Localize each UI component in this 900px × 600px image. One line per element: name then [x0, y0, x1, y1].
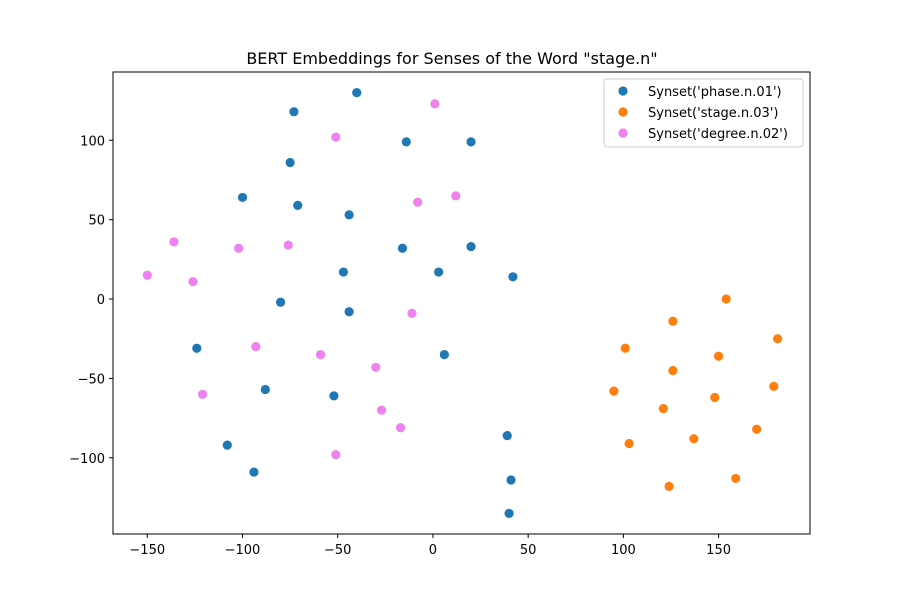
y-tick-label-3: 50 — [88, 214, 105, 229]
point-series-2-4 — [169, 237, 179, 247]
point-series-1-3 — [620, 343, 630, 353]
point-series-2-7 — [142, 270, 152, 280]
point-series-0-11 — [434, 267, 444, 277]
legend-label-2: Synset('degree.n.02') — [648, 127, 788, 142]
point-series-2-3 — [413, 197, 423, 207]
point-series-2-9 — [407, 308, 417, 318]
point-series-0-0 — [352, 88, 362, 98]
legend-marker-2 — [618, 128, 628, 138]
point-series-0-3 — [466, 137, 476, 147]
point-series-0-8 — [397, 243, 408, 253]
point-series-1-13 — [731, 473, 741, 484]
point-series-1-0 — [721, 294, 731, 304]
point-series-2-2 — [451, 191, 461, 201]
point-series-0-21 — [249, 467, 259, 477]
point-series-2-8 — [188, 276, 198, 287]
point-series-0-10 — [338, 267, 349, 277]
point-series-1-1 — [668, 316, 678, 326]
legend: Synset('phase.n.01') Synset('stage.n.03')… — [603, 78, 804, 148]
point-series-2-12 — [371, 362, 381, 372]
point-series-0-19 — [502, 430, 512, 441]
x-tick-label-5: 100 — [611, 543, 636, 558]
point-series-0-15 — [192, 343, 202, 353]
x-tick-label-6: 150 — [706, 543, 731, 558]
x-tick-label-1: −100 — [225, 543, 261, 558]
point-series-0-5 — [237, 192, 248, 203]
y-tick-label-0: −100 — [69, 452, 105, 467]
point-series-2-15 — [395, 423, 406, 433]
legend-box — [603, 78, 804, 148]
point-series-0-16 — [439, 349, 449, 360]
point-series-1-10 — [752, 424, 762, 434]
axis-ticks: −150 −100 −50 0 50 100 150 −100 −50 0 50 100 — [69, 134, 731, 558]
legend-marker-0 — [618, 86, 628, 96]
plot-frame — [112, 71, 811, 535]
point-series-1-6 — [769, 381, 779, 391]
x-tick-label-2: −50 — [324, 543, 351, 558]
point-series-2-16 — [331, 450, 341, 460]
point-series-1-7 — [609, 386, 619, 396]
x-tick-label-4: 50 — [520, 543, 537, 558]
point-series-0-6 — [293, 200, 303, 210]
point-series-2-1 — [331, 132, 341, 142]
point-series-0-17 — [260, 384, 270, 395]
legend-label-0: Synset('phase.n.01') — [648, 85, 782, 100]
point-series-1-4 — [713, 351, 724, 361]
point-series-2-14 — [376, 405, 387, 415]
point-series-1-2 — [773, 334, 783, 344]
point-series-2-0 — [430, 99, 440, 109]
point-series-0-20 — [222, 440, 232, 450]
point-series-0-18 — [329, 391, 339, 401]
point-series-2-13 — [197, 389, 208, 399]
point-series-1-8 — [710, 392, 720, 403]
chart-title: BERT Embeddings for Senses of the Word "… — [246, 49, 657, 68]
point-series-0-4 — [285, 157, 295, 168]
y-tick-label-2: 0 — [97, 293, 105, 308]
point-series-1-12 — [624, 438, 634, 449]
points-layer — [142, 88, 783, 518]
point-series-2-10 — [251, 342, 261, 352]
point-series-2-5 — [234, 243, 244, 253]
x-tick-label-0: −150 — [129, 543, 165, 558]
legend-label-1: Synset('stage.n.03') — [648, 106, 778, 121]
point-series-0-9 — [466, 242, 476, 252]
y-tick-label-1: −50 — [78, 372, 105, 387]
point-series-0-2 — [401, 137, 411, 147]
point-series-1-5 — [668, 365, 678, 376]
point-series-1-9 — [658, 403, 668, 414]
point-series-2-11 — [315, 349, 326, 360]
point-series-1-14 — [664, 481, 674, 491]
y-tick-label-4: 100 — [80, 134, 105, 149]
point-series-0-22 — [506, 475, 516, 485]
legend-marker-1 — [618, 107, 628, 117]
point-series-0-7 — [344, 210, 354, 220]
point-series-2-6 — [283, 240, 293, 250]
point-series-0-13 — [275, 297, 286, 307]
point-series-0-14 — [344, 307, 354, 317]
x-tick-label-3: 0 — [429, 543, 437, 558]
point-series-0-23 — [504, 508, 514, 518]
point-series-0-12 — [508, 272, 518, 282]
point-series-0-1 — [289, 107, 299, 117]
point-series-1-11 — [689, 434, 699, 444]
